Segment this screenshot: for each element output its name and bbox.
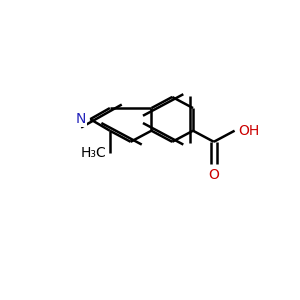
- Text: OH: OH: [238, 124, 259, 138]
- Text: H₃C: H₃C: [81, 146, 106, 160]
- Text: N: N: [76, 112, 86, 126]
- Text: O: O: [208, 168, 219, 182]
